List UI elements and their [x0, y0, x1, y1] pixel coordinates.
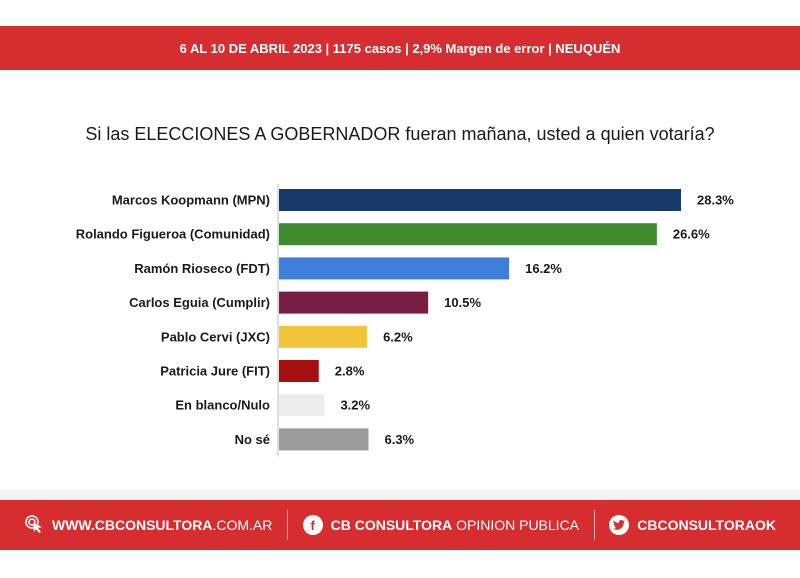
- bottom-strip: [0, 550, 800, 578]
- twitter-handle: CBCONSULTORAOK: [637, 517, 776, 533]
- footer-twitter[interactable]: CBCONSULTORAOK: [609, 515, 776, 535]
- footer-website[interactable]: WWW.CBCONSULTORA.COM.AR: [24, 514, 272, 537]
- category-label: Ramón Rioseco (FDT): [134, 261, 270, 276]
- survey-info: 6 AL 10 DE ABRIL 2023 | 1175 casos | 2,9…: [179, 40, 621, 56]
- bar: [279, 223, 657, 246]
- value-label: 2.8%: [335, 364, 365, 379]
- website-tld: .COM.AR: [212, 517, 273, 533]
- bar: [279, 257, 510, 280]
- category-label: No sé: [235, 432, 270, 447]
- value-label: 26.6%: [673, 227, 710, 242]
- category-label: Marcos Koopmann (MPN): [112, 193, 270, 208]
- footer-separator: [286, 510, 288, 540]
- bar: [279, 291, 429, 314]
- category-label: En blanco/Nulo: [175, 398, 270, 413]
- cursor-click-icon: [24, 514, 44, 537]
- facebook-icon: f: [302, 515, 323, 535]
- footer-band: WWW.CBCONSULTORA.COM.AR f CB CONSULTORA …: [0, 500, 800, 550]
- value-label: 6.3%: [384, 432, 414, 447]
- value-label: 28.3%: [697, 193, 734, 208]
- footer-divider: [0, 490, 800, 500]
- twitter-icon: [609, 515, 630, 535]
- chart-title: Si las ELECCIONES A GOBERNADOR fueran ma…: [85, 124, 715, 144]
- category-label: Carlos Eguia (Cumplir): [129, 295, 270, 310]
- facebook-name: CB CONSULTORA: [330, 517, 453, 533]
- value-label: 10.5%: [444, 295, 481, 310]
- category-label: Rolando Figueroa (Comunidad): [76, 227, 270, 242]
- website-domain: WWW.CBCONSULTORA: [52, 517, 213, 533]
- bar: [279, 360, 319, 382]
- value-label: 3.2%: [340, 398, 370, 413]
- bar: [279, 428, 369, 451]
- facebook-subtitle: OPINION PUBLICA: [456, 517, 580, 533]
- value-label: 6.2%: [383, 329, 413, 344]
- bar: [279, 325, 368, 348]
- footer-facebook[interactable]: f CB CONSULTORA OPINION PUBLICA: [302, 515, 580, 535]
- bar-chart: Marcos Koopmann (MPN) 28.3% Rolando Figuer…: [76, 184, 734, 457]
- category-label: Pablo Cervi (JXC): [161, 329, 270, 344]
- header-band: 6 AL 10 DE ABRIL 2023 | 1175 casos | 2,9…: [0, 26, 800, 70]
- bar: [279, 394, 325, 417]
- category-label: Patricia Jure (FIT): [160, 364, 270, 379]
- value-label: 16.2%: [525, 261, 562, 276]
- footer-separator: [593, 510, 595, 540]
- bar: [279, 189, 681, 211]
